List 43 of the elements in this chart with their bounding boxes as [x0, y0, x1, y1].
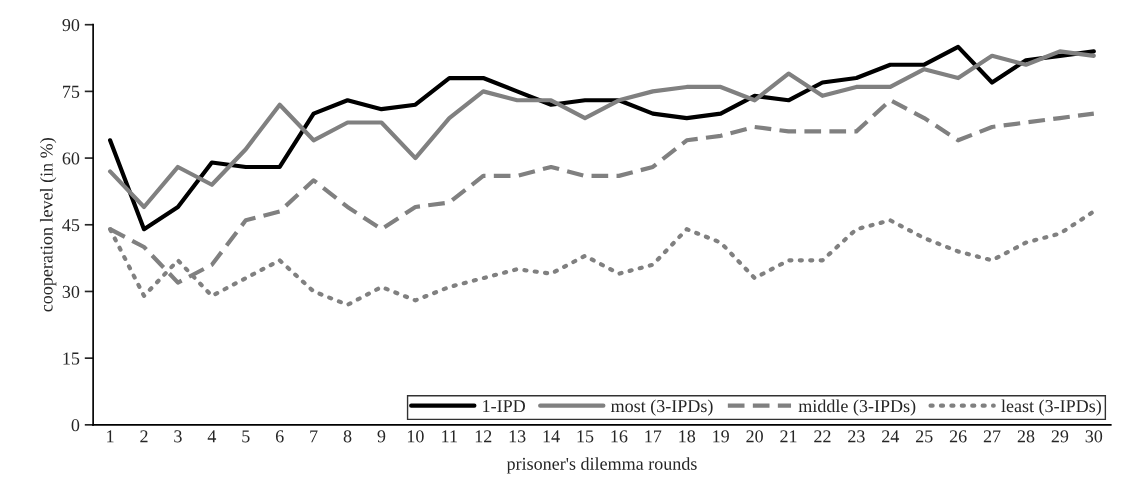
legend-label: least (3-IPDs) — [1001, 399, 1101, 416]
x-axis-title: prisoner's dilemma rounds — [506, 457, 697, 474]
legend-label: 1-IPD — [483, 400, 526, 412]
y-tick-label: 90 — [62, 18, 80, 32]
y-axis-title: cooperation level (in %) — [39, 138, 57, 312]
x-tick-label: 16 — [611, 430, 628, 443]
x-tick-label: 26 — [949, 430, 967, 443]
x-tick-label: 4 — [207, 430, 217, 443]
x-tick-label: 25 — [915, 430, 933, 443]
legend-label: most (3-IPDs) — [610, 399, 713, 416]
x-tick-label: 8 — [343, 430, 352, 443]
x-tick-label: 3 — [174, 430, 182, 443]
x-tick-label: 12 — [475, 430, 492, 443]
x-tick-label: 13 — [509, 430, 526, 443]
x-tick-label: 7 — [310, 430, 318, 443]
x-tick-label: 21 — [780, 430, 797, 443]
x-tick-label: 17 — [645, 430, 662, 443]
y-tick-label: 75 — [63, 85, 80, 98]
x-tick-label: 5 — [242, 430, 250, 443]
x-tick-label: 6 — [275, 430, 284, 443]
y-tick-label: 0 — [71, 419, 80, 432]
x-tick-label: 10 — [407, 430, 424, 443]
x-tick-label: 11 — [442, 430, 457, 443]
x-tick-label: 19 — [713, 430, 729, 443]
x-tick-label: 24 — [882, 430, 900, 443]
y-tick-label: 60 — [62, 152, 80, 165]
x-tick-label: 18 — [679, 430, 696, 443]
x-tick-label: 23 — [848, 430, 865, 443]
y-tick-label: 15 — [63, 352, 80, 365]
y-tick-label: 30 — [62, 285, 80, 298]
x-tick-label: 29 — [1051, 430, 1069, 443]
x-tick-label: 27 — [983, 430, 1001, 443]
x-tick-label: 9 — [377, 430, 386, 443]
x-tick-label: 2 — [140, 430, 148, 443]
legend-label: middle (3-IPDs) — [798, 399, 916, 416]
x-tick-label: 14 — [543, 430, 560, 443]
y-tick-label: 45 — [62, 219, 80, 232]
x-tick-label: 22 — [814, 430, 831, 443]
x-tick-label: 1 — [107, 430, 114, 443]
x-tick-label: 30 — [1085, 430, 1103, 443]
x-tick-label: 15 — [577, 430, 594, 443]
x-tick-label: 28 — [1017, 430, 1035, 443]
x-tick-label: 20 — [746, 430, 763, 443]
